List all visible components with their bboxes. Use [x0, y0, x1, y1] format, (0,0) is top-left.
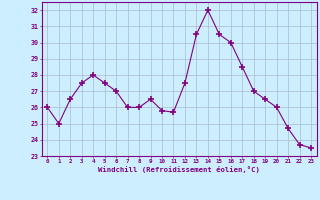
X-axis label: Windchill (Refroidissement éolien,°C): Windchill (Refroidissement éolien,°C): [98, 166, 260, 173]
